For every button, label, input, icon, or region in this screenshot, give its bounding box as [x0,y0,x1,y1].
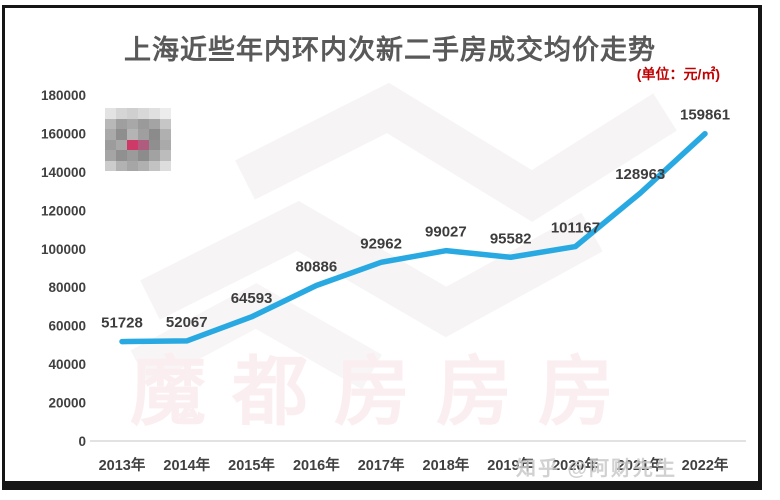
mosaic-cell [138,108,149,119]
mosaic-cell [105,139,116,150]
pixelated-logo [105,108,171,171]
data-label: 80886 [295,259,337,276]
x-axis-label: 2014年 [163,456,210,474]
x-axis-label: 2022年 [682,456,729,474]
data-label: 101167 [551,220,600,237]
mosaic-cell [138,139,149,150]
data-label: 51728 [101,315,143,332]
mosaic-cell [138,118,149,129]
mosaic-cell [127,139,138,150]
y-tick-label: 140000 [41,165,86,180]
mosaic-cell [127,160,138,171]
trend-line [119,130,708,345]
data-label: 52067 [166,314,208,331]
y-tick-label: 60000 [48,319,86,334]
mosaic-cell [149,118,160,129]
mosaic-cell [105,129,116,140]
mosaic-cell [105,160,116,171]
y-tick-label: 120000 [41,203,86,218]
mosaic-cell [127,150,138,161]
x-axis-label: 2016年 [293,456,340,474]
mosaic-cell [116,108,127,119]
mosaic-cell [105,150,116,161]
mosaic-cell [160,150,171,161]
y-tick-label: 20000 [48,396,86,411]
data-label: 95582 [490,230,532,247]
mosaic-cell [127,108,138,119]
mosaic-cell [160,108,171,119]
mosaic-cell [138,129,149,140]
mosaic-cell [160,129,171,140]
mosaic-cell [160,139,171,150]
mosaic-cell [105,108,116,119]
x-axis-label: 2018年 [423,456,470,474]
unit-label: (单位：元/㎡) [636,66,720,82]
y-tick-label: 160000 [41,126,86,141]
x-axis-label: 2019年 [487,456,534,474]
mosaic-cell [127,129,138,140]
x-axis-label: 2020年 [552,456,599,474]
mosaic-cell [116,139,127,150]
mosaic-cell [160,160,171,171]
mosaic-cell [149,150,160,161]
mosaic-cell [149,139,160,150]
chart-title: 上海近些年内环内次新二手房成交均价走势 [124,35,656,65]
x-axis-label: 2013年 [99,456,146,474]
mosaic-cell [116,129,127,140]
mosaic-cell [138,160,149,171]
mosaic-cell [149,129,160,140]
data-label: 64593 [231,290,273,307]
y-axis-tick-labels: 0 20000 40000 60000 80000 100000 120000 140000 1… [41,88,86,449]
data-label: 128963 [615,166,665,183]
y-tick-label: 0 [78,434,86,449]
data-labels: 51728 52067 64593 80886 92962 99027 95582 10116… [101,107,730,332]
mosaic-cell [160,118,171,129]
y-tick-label: 180000 [41,88,86,103]
x-axis-label: 2015年 [228,456,275,474]
mosaic-cell [116,150,127,161]
x-axis-labels: 2013年 2014年 2015年 2016年 2017年 2018年 2019年 2020年… [99,456,729,474]
x-axis-label: 2021年 [617,456,664,474]
brand-watermark-text: 魔都房房房 [130,350,640,435]
y-tick-label: 40000 [48,357,86,372]
mosaic-cell [116,118,127,129]
data-label: 99027 [425,224,467,241]
mosaic-cell [149,108,160,119]
mosaic-cell [138,150,149,161]
data-label: 92962 [360,235,402,252]
mosaic-cell [105,118,116,129]
zhihu-watermark-text: 知乎 @阿财先生 [516,458,678,480]
mosaic-cell [149,160,160,171]
y-tick-label: 100000 [41,242,86,257]
mosaic-cell [127,118,138,129]
y-tick-label: 80000 [48,280,86,295]
x-axis-label: 2017年 [358,456,405,474]
mosaic-cell [116,160,127,171]
data-label: 159861 [680,107,730,124]
